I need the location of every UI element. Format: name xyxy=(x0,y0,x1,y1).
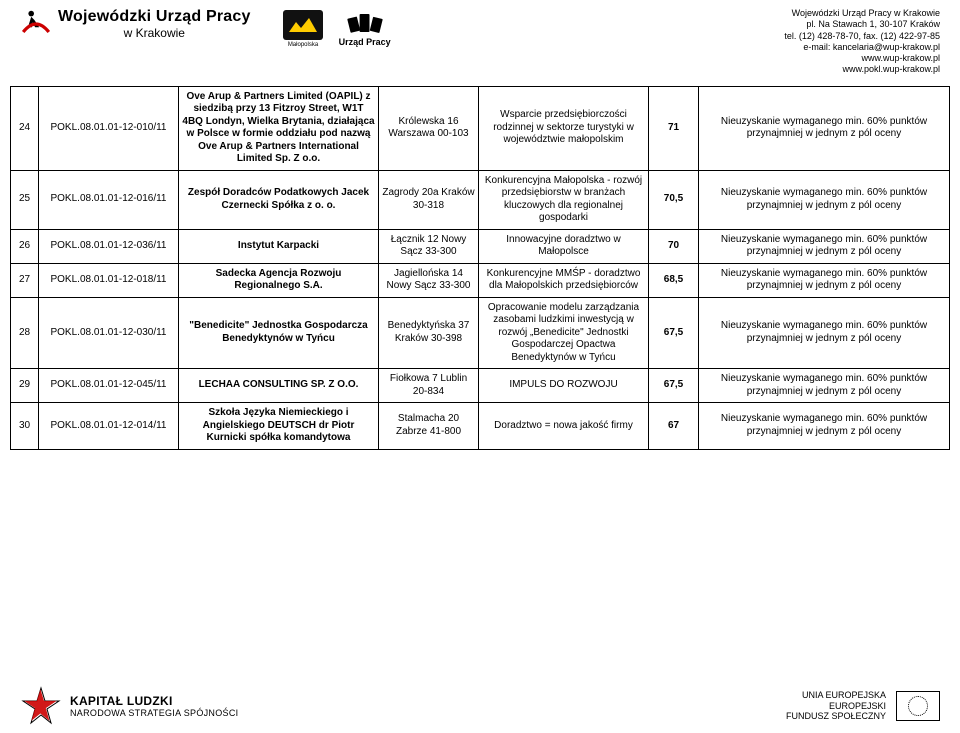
cell-result: Nieuzyskanie wymaganego min. 60% punktów… xyxy=(699,369,950,403)
cell-entity: LECHAA CONSULTING SP. Z O.O. xyxy=(179,369,379,403)
cell-project: Konkurencyjne MMŚP - doradztwo dla Małop… xyxy=(479,263,649,297)
cell-code: POKL.08.01.01-12-010/11 xyxy=(39,86,179,170)
eu-line2: EUROPEJSKI xyxy=(786,701,886,712)
malopolska-logo-icon: Małopolska xyxy=(281,8,325,48)
cell-address: Benedyktyńska 37 Kraków 30-398 xyxy=(379,297,479,369)
cell-idx: 24 xyxy=(11,86,39,170)
cell-idx: 25 xyxy=(11,170,39,229)
cell-code: POKL.08.01.01-12-016/11 xyxy=(39,170,179,229)
cell-entity: Zespół Doradców Podatkowych Jacek Czerne… xyxy=(179,170,379,229)
cell-result: Nieuzyskanie wymaganego min. 60% punktów… xyxy=(699,170,950,229)
cell-code: POKL.08.01.01-12-030/11 xyxy=(39,297,179,369)
eu-logo-block: UNIA EUROPEJSKA EUROPEJSKI FUNDUSZ SPOŁE… xyxy=(786,690,940,722)
page-header: Wojewódzki Urząd Pracy w Krakowie Małopo… xyxy=(0,0,960,82)
cell-result: Nieuzyskanie wymaganego min. 60% punktów… xyxy=(699,403,950,450)
cell-code: POKL.08.01.01-12-045/11 xyxy=(39,369,179,403)
page-footer: KAPITAŁ LUDZKI NARODOWA STRATEGIA SPÓJNO… xyxy=(0,678,960,727)
table-row: 26POKL.08.01.01-12-036/11Instytut Karpac… xyxy=(11,229,950,263)
results-table-wrap: 24POKL.08.01.01-12-010/11Ove Arup & Part… xyxy=(0,82,960,450)
table-row: 30POKL.08.01.01-12-014/11Szkoła Języka N… xyxy=(11,403,950,450)
cell-code: POKL.08.01.01-12-014/11 xyxy=(39,403,179,450)
cell-score: 68,5 xyxy=(649,263,699,297)
cell-address: Stalmacha 20 Zabrze 41-800 xyxy=(379,403,479,450)
cell-result: Nieuzyskanie wymaganego min. 60% punktów… xyxy=(699,263,950,297)
org-subtitle: w Krakowie xyxy=(58,26,251,40)
cell-entity: "Benedicite" Jednostka Gospodarcza Bened… xyxy=(179,297,379,369)
partner-logos: Małopolska Urząd Pracy xyxy=(281,8,391,48)
cell-idx: 28 xyxy=(11,297,39,369)
cell-address: Łącznik 12 Nowy Sącz 33-300 xyxy=(379,229,479,263)
cell-result: Nieuzyskanie wymaganego min. 60% punktów… xyxy=(699,297,950,369)
urzad-pracy-icon xyxy=(347,9,383,37)
table-row: 29POKL.08.01.01-12-045/11LECHAA CONSULTI… xyxy=(11,369,950,403)
cell-result: Nieuzyskanie wymaganego min. 60% punktów… xyxy=(699,86,950,170)
cell-score: 67 xyxy=(649,403,699,450)
eu-flag-icon xyxy=(896,691,940,721)
cell-score: 70 xyxy=(649,229,699,263)
cell-entity: Sadecka Agencja Rozwoju Regionalnego S.A… xyxy=(179,263,379,297)
cell-entity: Szkoła Języka Niemieckiego i Angielskieg… xyxy=(179,403,379,450)
urzad-pracy-label: Urząd Pracy xyxy=(339,37,391,47)
cell-project: Wsparcie przedsiębiorczości rodzinnej w … xyxy=(479,86,649,170)
table-row: 25POKL.08.01.01-12-016/11Zespół Doradców… xyxy=(11,170,950,229)
cell-address: Królewska 16 Warszawa 00-103 xyxy=(379,86,479,170)
cell-code: POKL.08.01.01-12-036/11 xyxy=(39,229,179,263)
cell-idx: 29 xyxy=(11,369,39,403)
kapital-star-icon xyxy=(20,685,62,727)
cell-result: Nieuzyskanie wymaganego min. 60% punktów… xyxy=(699,229,950,263)
kapital-subtitle: NARODOWA STRATEGIA SPÓJNOŚCI xyxy=(70,708,238,718)
cell-code: POKL.08.01.01-12-018/11 xyxy=(39,263,179,297)
cell-address: Jagiellońska 14 Nowy Sącz 33-300 xyxy=(379,263,479,297)
table-row: 24POKL.08.01.01-12-010/11Ove Arup & Part… xyxy=(11,86,950,170)
cell-entity: Ove Arup & Partners Limited (OAPIL) z si… xyxy=(179,86,379,170)
cell-score: 67,5 xyxy=(649,297,699,369)
cell-project: Konkurencyjna Małopolska - rozwój przeds… xyxy=(479,170,649,229)
cell-entity: Instytut Karpacki xyxy=(179,229,379,263)
results-table: 24POKL.08.01.01-12-010/11Ove Arup & Part… xyxy=(10,86,950,450)
cell-address: Fiołkowa 7 Lublin 20-834 xyxy=(379,369,479,403)
cell-project: IMPULS DO ROZWOJU xyxy=(479,369,649,403)
eu-line3: FUNDUSZ SPOŁECZNY xyxy=(786,711,886,722)
table-row: 27POKL.08.01.01-12-018/11Sadecka Agencja… xyxy=(11,263,950,297)
cell-idx: 30 xyxy=(11,403,39,450)
org-logo-group: Wojewódzki Urząd Pracy w Krakowie xyxy=(20,8,251,40)
kapital-ludzki-logo: KAPITAŁ LUDZKI NARODOWA STRATEGIA SPÓJNO… xyxy=(20,685,238,727)
cell-project: Opracowanie modelu zarządzania zasobami … xyxy=(479,297,649,369)
urzad-pracy-logo: Urząd Pracy xyxy=(339,9,391,47)
cell-project: Doradztwo = nowa jakość firmy xyxy=(479,403,649,450)
cell-score: 71 xyxy=(649,86,699,170)
wup-logo-icon xyxy=(20,8,52,40)
cell-idx: 26 xyxy=(11,229,39,263)
kapital-title: KAPITAŁ LUDZKI xyxy=(70,694,238,708)
cell-score: 67,5 xyxy=(649,369,699,403)
header-contact-block: Wojewódzki Urząd Pracy w Krakowie pl. Na… xyxy=(784,8,940,76)
cell-address: Zagrody 20a Kraków 30-318 xyxy=(379,170,479,229)
table-row: 28POKL.08.01.01-12-030/11"Benedicite" Je… xyxy=(11,297,950,369)
svg-text:Małopolska: Małopolska xyxy=(287,42,318,48)
eu-line1: UNIA EUROPEJSKA xyxy=(786,690,886,701)
cell-idx: 27 xyxy=(11,263,39,297)
cell-project: Innowacyjne doradztwo w Małopolsce xyxy=(479,229,649,263)
cell-score: 70,5 xyxy=(649,170,699,229)
org-title: Wojewódzki Urząd Pracy xyxy=(58,8,251,26)
